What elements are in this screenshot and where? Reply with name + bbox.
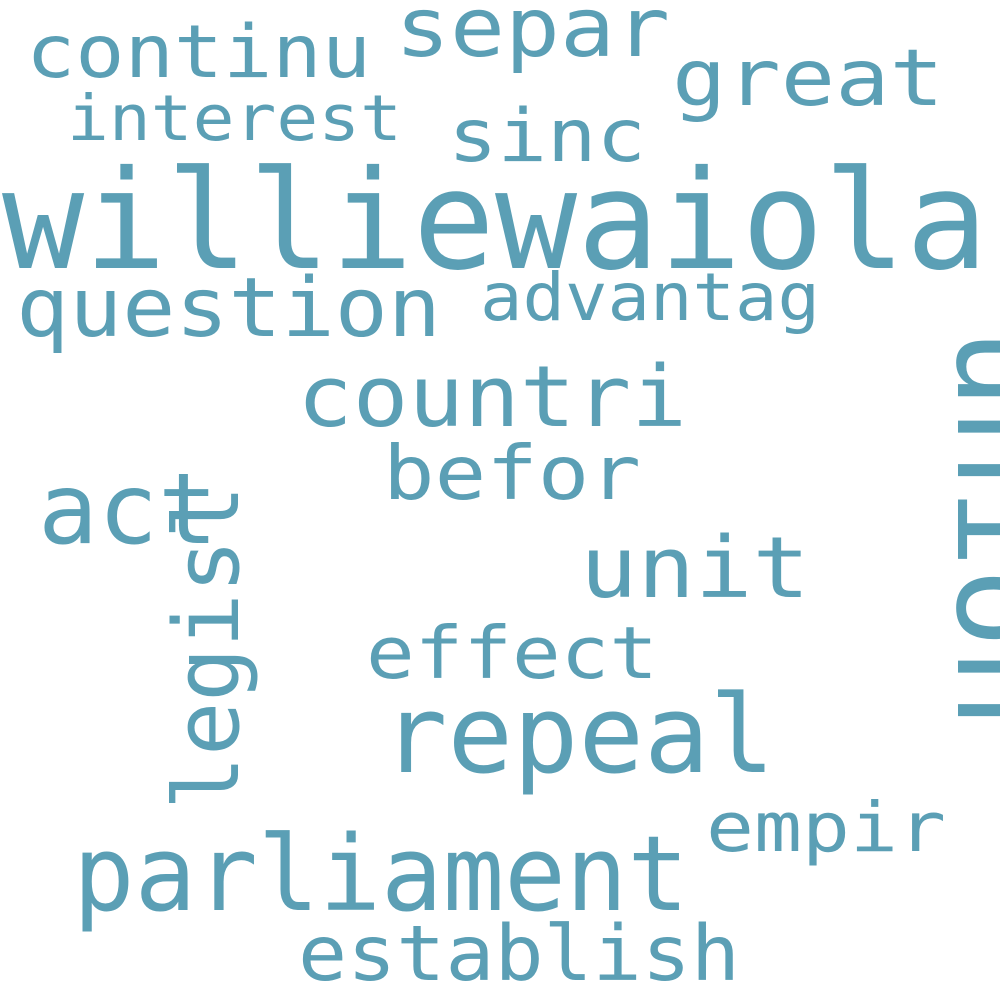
word-continu: continu bbox=[26, 10, 371, 95]
word-interest: interest bbox=[67, 82, 402, 155]
word-unit: unit bbox=[580, 519, 810, 618]
word-legisl: legisl bbox=[155, 485, 260, 810]
word-parliament: parliament bbox=[73, 813, 689, 935]
word-countri: countri bbox=[297, 348, 687, 447]
word-question: question bbox=[16, 261, 441, 356]
word-great: great bbox=[672, 34, 944, 124]
word-act: act bbox=[38, 453, 218, 567]
word-separ: separ bbox=[395, 0, 670, 76]
word-williewaiola: williewaiola bbox=[2, 142, 988, 301]
word-establish: establish bbox=[298, 910, 740, 999]
word-sinc: sinc bbox=[448, 94, 646, 179]
word-advantag: advantag bbox=[480, 259, 820, 336]
word-union: union bbox=[927, 328, 1000, 728]
word-effect: effect bbox=[366, 611, 658, 695]
word-empir: empir bbox=[706, 788, 946, 868]
word-befor: befor bbox=[383, 429, 641, 517]
word-repeal: repeal bbox=[382, 673, 775, 798]
